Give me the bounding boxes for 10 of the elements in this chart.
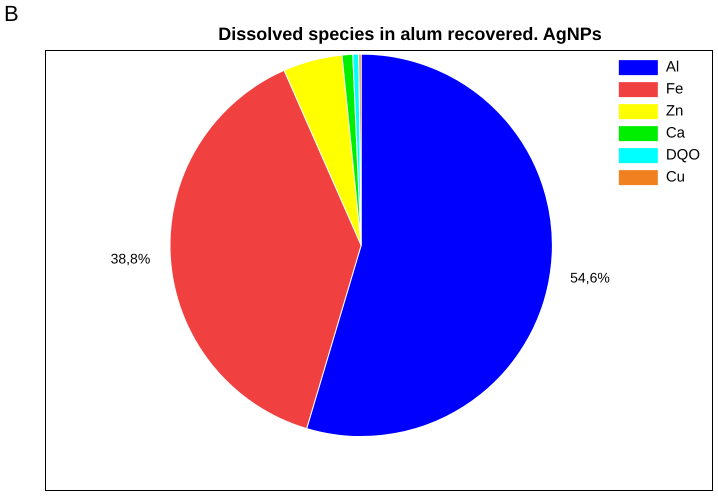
data-label: 38,8% <box>110 250 150 267</box>
text: B <box>4 1 19 26</box>
legend-label: Fe <box>666 80 684 98</box>
legend-label: Al <box>666 58 680 76</box>
data-label: 54,6% <box>570 269 610 286</box>
legend-label: Ca <box>666 124 686 142</box>
legend-label: DQO <box>666 146 700 164</box>
chart-title: Dissolved species in alum recovered. AgNPs <box>218 24 602 44</box>
legend-label: Zn <box>666 102 684 120</box>
legend-label: Cu <box>666 168 686 186</box>
